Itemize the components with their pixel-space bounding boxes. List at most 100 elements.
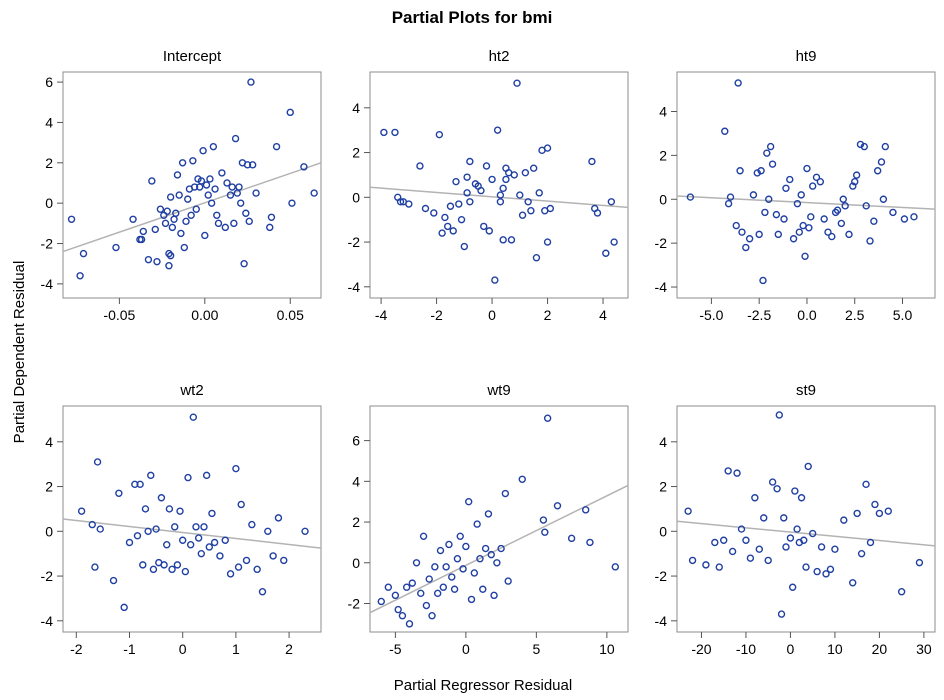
data-point bbox=[786, 175, 794, 184]
data-point bbox=[421, 204, 430, 213]
data-point bbox=[862, 202, 870, 210]
data-point bbox=[837, 219, 846, 228]
data-point bbox=[611, 563, 620, 571]
data-point bbox=[248, 161, 257, 169]
data-point bbox=[189, 157, 197, 165]
data-point bbox=[163, 541, 171, 549]
data-point bbox=[165, 262, 173, 270]
data-point bbox=[543, 414, 552, 422]
data-point bbox=[439, 583, 448, 591]
data-point bbox=[147, 471, 155, 480]
data-point bbox=[768, 478, 777, 486]
data-point bbox=[839, 195, 847, 203]
x-tick-label: 1 bbox=[232, 641, 240, 657]
y-tick-label: -4 bbox=[655, 279, 668, 295]
data-point bbox=[168, 565, 176, 574]
data-point bbox=[157, 494, 166, 502]
data-point bbox=[204, 191, 212, 199]
data-point bbox=[460, 242, 469, 251]
x-tick-label: 0 bbox=[488, 307, 496, 323]
data-point bbox=[586, 538, 594, 547]
data-point bbox=[499, 184, 507, 193]
data-point bbox=[491, 276, 499, 284]
data-point bbox=[897, 588, 906, 596]
data-point bbox=[144, 255, 153, 264]
data-point bbox=[773, 485, 781, 493]
x-tick-label: 0 bbox=[179, 641, 187, 657]
data-point bbox=[419, 532, 428, 541]
data-point bbox=[702, 561, 710, 569]
data-point bbox=[761, 208, 769, 217]
data-point bbox=[237, 500, 245, 509]
data-point bbox=[516, 191, 524, 199]
data-point bbox=[416, 162, 424, 170]
data-point bbox=[269, 552, 277, 560]
data-point bbox=[812, 173, 821, 182]
data-point bbox=[136, 480, 144, 489]
data-point bbox=[211, 185, 219, 193]
data-point bbox=[431, 563, 439, 571]
data-point bbox=[541, 528, 549, 536]
data-point bbox=[161, 219, 170, 228]
data-point bbox=[455, 200, 463, 208]
data-point bbox=[218, 169, 226, 177]
fit-line bbox=[62, 162, 322, 253]
data-point bbox=[207, 199, 216, 207]
data-point bbox=[182, 217, 190, 226]
data-point bbox=[463, 173, 471, 181]
data-point bbox=[187, 211, 195, 219]
panel-intercept: Intercept -0.05 0.00 0.05 -4 -2 0 2 4 6 bbox=[41, 48, 322, 323]
data-point bbox=[391, 591, 400, 600]
data-point bbox=[177, 229, 185, 238]
data-point bbox=[443, 222, 452, 231]
data-point bbox=[764, 556, 772, 565]
data-point bbox=[438, 229, 446, 237]
data-point bbox=[96, 525, 104, 533]
x-tick-label: 5 bbox=[532, 641, 540, 657]
y-tick-label: 4 bbox=[659, 434, 667, 450]
x-tick-label: 30 bbox=[916, 641, 932, 657]
data-point bbox=[852, 171, 861, 179]
data-point bbox=[417, 589, 425, 598]
y-tick-label: -2 bbox=[655, 568, 668, 584]
data-point bbox=[168, 223, 177, 232]
fit-line bbox=[62, 518, 322, 549]
data-point bbox=[715, 563, 723, 571]
data-point bbox=[539, 516, 548, 524]
plot-frame bbox=[369, 405, 629, 633]
fit-line bbox=[676, 195, 936, 210]
data-point bbox=[165, 505, 174, 513]
y-tick-label: 0 bbox=[352, 555, 360, 571]
data-point bbox=[816, 178, 825, 186]
y-tick-label: 4 bbox=[45, 114, 53, 130]
data-point bbox=[871, 500, 879, 509]
data-point bbox=[728, 547, 737, 556]
data-point bbox=[529, 164, 538, 172]
data-point bbox=[759, 276, 767, 285]
data-point bbox=[173, 171, 182, 179]
data-point bbox=[180, 243, 189, 252]
data-point bbox=[242, 209, 250, 217]
data-point bbox=[476, 555, 484, 563]
data-point bbox=[479, 585, 487, 593]
data-point bbox=[473, 520, 481, 528]
data-point bbox=[828, 232, 836, 241]
data-point bbox=[755, 230, 763, 239]
data-point bbox=[582, 506, 590, 514]
data-point bbox=[477, 186, 485, 195]
data-point bbox=[152, 525, 160, 533]
data-point bbox=[153, 257, 161, 266]
y-tick-label: 0 bbox=[45, 523, 53, 539]
data-point bbox=[221, 223, 230, 232]
data-point bbox=[793, 199, 802, 208]
data-point bbox=[736, 167, 744, 175]
data-point bbox=[493, 126, 502, 134]
x-tick-label: -5 bbox=[389, 641, 402, 657]
data-point bbox=[802, 563, 810, 571]
data-point bbox=[209, 142, 218, 151]
data-point bbox=[774, 230, 782, 239]
data-point bbox=[266, 223, 274, 232]
y-tick-label: 2 bbox=[659, 147, 667, 163]
data-point bbox=[144, 527, 152, 536]
x-tick-label: -2 bbox=[70, 641, 83, 657]
